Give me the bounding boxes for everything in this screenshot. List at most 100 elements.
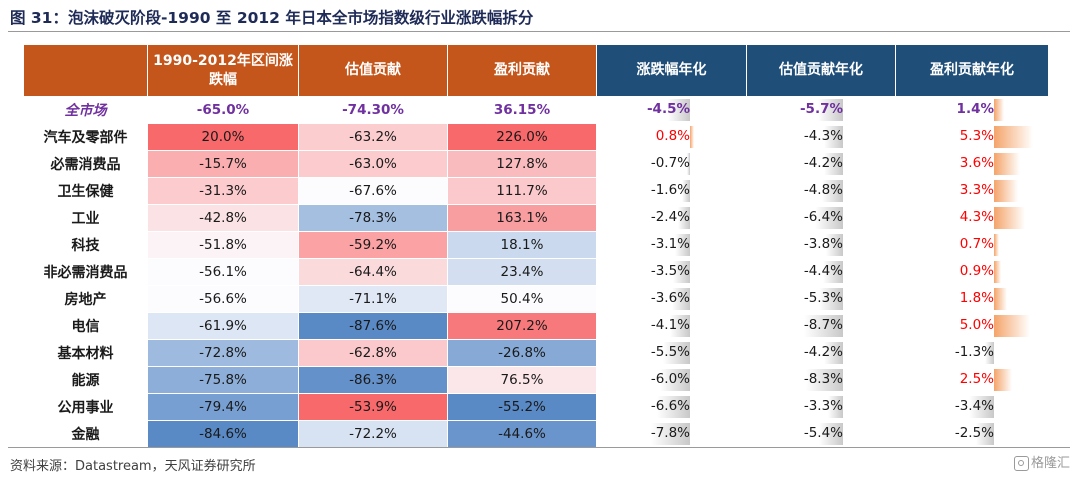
data-bar: [994, 207, 1026, 229]
cell-value: 76.5%: [500, 372, 544, 388]
title-divider: [8, 31, 1070, 32]
annualized-earnings-cell: 4.3%: [895, 204, 1049, 232]
cell-value: -56.1%: [199, 264, 247, 280]
annualized-change-cell: -5.5%: [596, 339, 747, 367]
data-bar: [821, 180, 843, 202]
annualized-valuation-cell: -5.4%: [746, 420, 896, 448]
industry-name: 电信: [23, 312, 148, 340]
logo-text: 格隆汇: [1030, 456, 1070, 471]
data-bar: [667, 99, 690, 121]
cell-value: -59.2%: [349, 237, 397, 253]
cell-value: -44.6%: [498, 426, 546, 442]
cell-value: -8.3%: [803, 371, 843, 387]
range-change-cell: -56.1%: [147, 258, 299, 286]
data-bar: [984, 342, 994, 364]
industry-name: 必需消费品: [23, 150, 148, 178]
cell-value: -5.5%: [650, 344, 690, 360]
data-bar: [817, 99, 843, 121]
cell-value: 5.0%: [959, 317, 994, 333]
earnings-contribution-cell: 111.7%: [447, 177, 597, 205]
data-bar: [823, 126, 843, 148]
valuation-contribution-cell: -78.3%: [298, 204, 448, 232]
industry-name: 基本材料: [23, 339, 148, 367]
valuation-contribution-cell: -62.8%: [298, 339, 448, 367]
cell-value: -4.1%: [650, 317, 690, 333]
cell-value: 163.1%: [496, 210, 548, 226]
data-bar: [660, 369, 690, 391]
cell-value: -72.8%: [199, 345, 247, 361]
range-change-cell: -42.8%: [147, 204, 299, 232]
annualized-valuation-cell: -4.4%: [746, 258, 896, 286]
annualized-valuation-cell: -3.3%: [746, 393, 896, 421]
data-bar: [994, 369, 1013, 391]
data-bar: [806, 369, 843, 391]
data-bar: [657, 396, 690, 418]
annualized-change-cell: -2.4%: [596, 204, 747, 232]
cell-value: 1.8%: [959, 290, 994, 306]
cell-value: 18.1%: [500, 237, 544, 253]
cell-value: -3.5%: [650, 263, 690, 279]
header-earnings-contribution: 盈利贡献: [447, 44, 597, 97]
cell-value: -8.7%: [803, 317, 843, 333]
cell-value: -62.8%: [349, 345, 397, 361]
industry-name: 能源: [23, 366, 148, 394]
earnings-contribution-cell: 36.15%: [447, 96, 597, 124]
annualized-change-cell: -6.0%: [596, 366, 747, 394]
cell-value: -3.8%: [803, 236, 843, 252]
data-table-container: 1990-2012年区间涨跌幅 估值贡献 盈利贡献 涨跌幅年化 估值贡献年化 盈…: [23, 44, 1049, 448]
earnings-contribution-cell: 163.1%: [447, 204, 597, 232]
valuation-contribution-cell: -64.4%: [298, 258, 448, 286]
source-note: 资料来源：Datastream，天风证券研究所: [10, 459, 256, 474]
data-bar: [826, 234, 843, 256]
cell-value: 3.6%: [959, 155, 994, 171]
valuation-contribution-cell: -86.3%: [298, 366, 448, 394]
annualized-valuation-cell: -3.8%: [746, 231, 896, 259]
cell-value: -3.3%: [803, 398, 843, 414]
cell-value: -74.30%: [342, 102, 404, 118]
cell-value: -72.2%: [349, 426, 397, 442]
cell-value: -79.4%: [199, 399, 247, 415]
cell-value: -7.8%: [650, 425, 690, 441]
earnings-contribution-cell: -26.8%: [447, 339, 597, 367]
cell-value: 2.5%: [959, 371, 994, 387]
cell-value: -3.4%: [954, 398, 994, 414]
range-change-cell: -72.8%: [147, 339, 299, 367]
data-bar: [690, 126, 694, 148]
earnings-contribution-cell: -44.6%: [447, 420, 597, 448]
footer-divider: [8, 447, 1070, 448]
cell-value: -84.6%: [199, 426, 247, 442]
industry-name: 汽车及零部件: [23, 123, 148, 151]
data-bar: [819, 423, 843, 445]
annualized-valuation-cell: -4.2%: [746, 339, 896, 367]
cell-value: -55.2%: [498, 399, 546, 415]
annualized-earnings-cell: 1.4%: [895, 96, 1049, 124]
data-bar: [828, 396, 843, 418]
data-bar: [994, 180, 1018, 202]
data-bar: [994, 315, 1031, 337]
cell-value: 20.0%: [201, 129, 245, 145]
earnings-contribution-cell: 18.1%: [447, 231, 597, 259]
data-bar: [662, 342, 690, 364]
range-change-cell: -51.8%: [147, 231, 299, 259]
data-bar: [669, 315, 690, 337]
header-annualized-valuation: 估值贡献年化: [746, 44, 896, 97]
annualized-change-cell: -0.7%: [596, 150, 747, 178]
industry-name: 房地产: [23, 285, 148, 313]
cell-value: -4.5%: [646, 101, 690, 117]
earnings-contribution-cell: 226.0%: [447, 123, 597, 151]
range-change-cell: -65.0%: [147, 96, 299, 124]
annualized-earnings-cell: 3.3%: [895, 177, 1049, 205]
earnings-contribution-cell: 23.4%: [447, 258, 597, 286]
annualized-valuation-cell: -5.3%: [746, 285, 896, 313]
annualized-valuation-cell: -4.8%: [746, 177, 896, 205]
industry-name: 卫生保健: [23, 177, 148, 205]
annualized-change-cell: -3.6%: [596, 285, 747, 313]
cell-value: -86.3%: [349, 372, 397, 388]
cell-value: 207.2%: [496, 318, 548, 334]
data-bar: [994, 153, 1021, 175]
cell-value: 0.8%: [655, 128, 690, 144]
range-change-cell: -61.9%: [147, 312, 299, 340]
cell-value: -78.3%: [349, 210, 397, 226]
cell-value: -4.2%: [803, 344, 843, 360]
cell-value: -65.0%: [196, 102, 250, 118]
